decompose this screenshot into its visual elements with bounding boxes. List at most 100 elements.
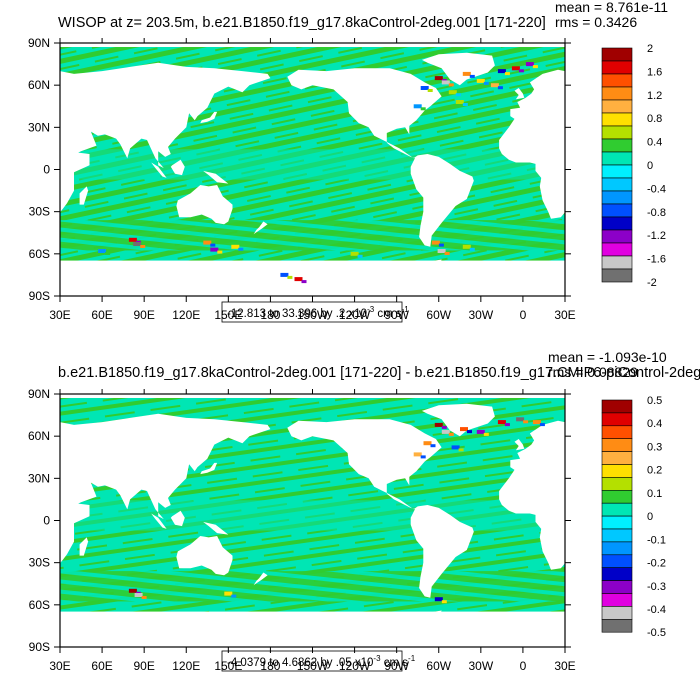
- anomaly-cell: [413, 452, 422, 457]
- colorbar-label: 0.2: [647, 465, 662, 477]
- x-tick-label: 30E: [49, 659, 70, 673]
- colorbar-swatch: [601, 125, 633, 140]
- anomaly-cell: [133, 242, 142, 246]
- land-greenland: [421, 52, 495, 86]
- colorbar-swatch: [601, 618, 633, 633]
- land-australia: [681, 185, 700, 224]
- land-borneo: [676, 160, 690, 175]
- x-tick-label: 180: [260, 308, 280, 322]
- anomaly-cell: [455, 93, 461, 97]
- land-madagascar: [585, 537, 594, 555]
- land-sumatra: [656, 163, 671, 178]
- land-newguinea: [203, 170, 229, 184]
- land-greenland: [421, 403, 495, 437]
- x-tick-label: 120E: [172, 659, 200, 673]
- land-japan: [200, 462, 218, 475]
- mean-label: mean = -1.093e-10: [548, 349, 667, 365]
- anomaly-cell: [525, 62, 534, 67]
- arctic-mask: [60, 43, 565, 47]
- x-tick-label: 0: [520, 308, 527, 322]
- anomaly-cell: [357, 254, 363, 258]
- x-tick-label: 30E: [554, 308, 575, 322]
- rms-label: rms = 0.3426: [555, 14, 637, 30]
- y-tick-label: 0: [43, 163, 50, 177]
- y-tick-label: 30S: [29, 205, 50, 219]
- colorbar-swatch: [601, 112, 633, 127]
- colorbar-label: 0.4: [647, 137, 662, 149]
- x-tick-label: 90E: [133, 659, 154, 673]
- x-tick-label: 30W: [468, 659, 493, 673]
- anomaly-cell: [476, 429, 485, 434]
- y-tick-label: 30S: [29, 556, 50, 570]
- y-tick-label: 90N: [28, 387, 50, 401]
- anomaly-cell: [497, 69, 506, 74]
- anomaly-cell: [413, 104, 422, 109]
- land-uk: [10, 439, 20, 450]
- colorbar-swatch: [601, 593, 633, 607]
- colorbar-swatch: [601, 268, 633, 283]
- colorbar-label: 0.1: [647, 488, 662, 500]
- colorbar-swatch: [601, 502, 633, 517]
- y-tick-label: 60N: [28, 429, 50, 443]
- colorbar-label: -0.8: [647, 207, 666, 219]
- colorbar-swatch: [601, 73, 633, 88]
- anomaly-cell: [467, 430, 472, 434]
- y-tick-label: 60S: [29, 247, 50, 261]
- colorbar-label: 0: [647, 160, 653, 172]
- y-tick-label: 60N: [28, 78, 50, 92]
- colorbar: 0.5 0.4 0.3 0.2 0.1 0 -0.1 -0.2 -0.3 -0.4 -0.5: [601, 395, 666, 639]
- x-tick-label: 60E: [91, 308, 112, 322]
- colorbar-swatch: [601, 47, 633, 62]
- anomaly-cell: [476, 78, 485, 83]
- anomaly-cell: [301, 280, 307, 284]
- anomaly-cell: [217, 250, 223, 254]
- anomaly-cell: [441, 600, 447, 604]
- arctic-mask: [60, 394, 565, 398]
- colorbar: 2 1.6 1.2 0.8 0.4 0 -0.4 -0.8 -1.2 -1.6 -2: [601, 43, 666, 289]
- colorbar-label: -0.4: [647, 183, 666, 195]
- colorbar-label: -0.5: [647, 627, 666, 639]
- anomaly-cell: [483, 432, 489, 436]
- range-label-box: [221, 650, 403, 672]
- anomaly-cell: [420, 107, 426, 111]
- anomaly-cell: [490, 83, 499, 88]
- anomaly-cell: [448, 432, 454, 436]
- x-tick-label: 60W: [426, 308, 451, 322]
- colorbar-label: 1.2: [647, 90, 662, 102]
- land-madagascar: [79, 186, 89, 205]
- colorbar-swatch: [601, 216, 633, 231]
- land-afroeurasia: [499, 69, 565, 219]
- anomaly-cell: [451, 445, 460, 450]
- chart-panel-2: b.e21.B1850.f19_g17.8kaControl-2deg.001 …: [10, 349, 700, 673]
- anomaly-cell: [231, 244, 240, 249]
- south-polar-mask: [60, 260, 565, 296]
- land-uk: [514, 439, 525, 451]
- land-afroeurasia: [499, 420, 565, 570]
- anomaly-cell: [430, 444, 436, 448]
- anomaly-cell: [294, 277, 303, 282]
- colorbar-swatch: [601, 86, 633, 101]
- colorbar-label: -0.1: [647, 534, 666, 546]
- anomaly-cell: [98, 249, 107, 253]
- anomaly-cell: [444, 252, 450, 255]
- x-tick-label: 30W: [468, 308, 493, 322]
- anomaly-cell: [504, 72, 510, 76]
- land-borneo: [170, 510, 185, 527]
- land-borneo: [170, 159, 185, 176]
- x-tick-label: 180: [260, 659, 280, 673]
- anomaly-cell: [210, 243, 216, 247]
- anomaly-cell: [280, 272, 289, 277]
- colorbar-swatch: [601, 606, 633, 620]
- colorbar-label: -2: [647, 277, 657, 289]
- y-tick-label: 90S: [29, 289, 50, 303]
- colorbar-swatch: [601, 541, 633, 556]
- anomaly-cell: [203, 240, 212, 245]
- land-america: [287, 419, 474, 598]
- colorbar-swatch: [601, 464, 633, 478]
- colorbar-label: 0.5: [647, 395, 662, 407]
- x-tick-label: 30E: [49, 308, 70, 322]
- anomaly-cell: [462, 103, 468, 106]
- chart-title: WISOP at z= 203.5m, b.e21.B1850.f19_g17.…: [58, 15, 546, 31]
- anomaly-cell: [441, 429, 450, 434]
- colorbar-label: -0.3: [647, 581, 666, 593]
